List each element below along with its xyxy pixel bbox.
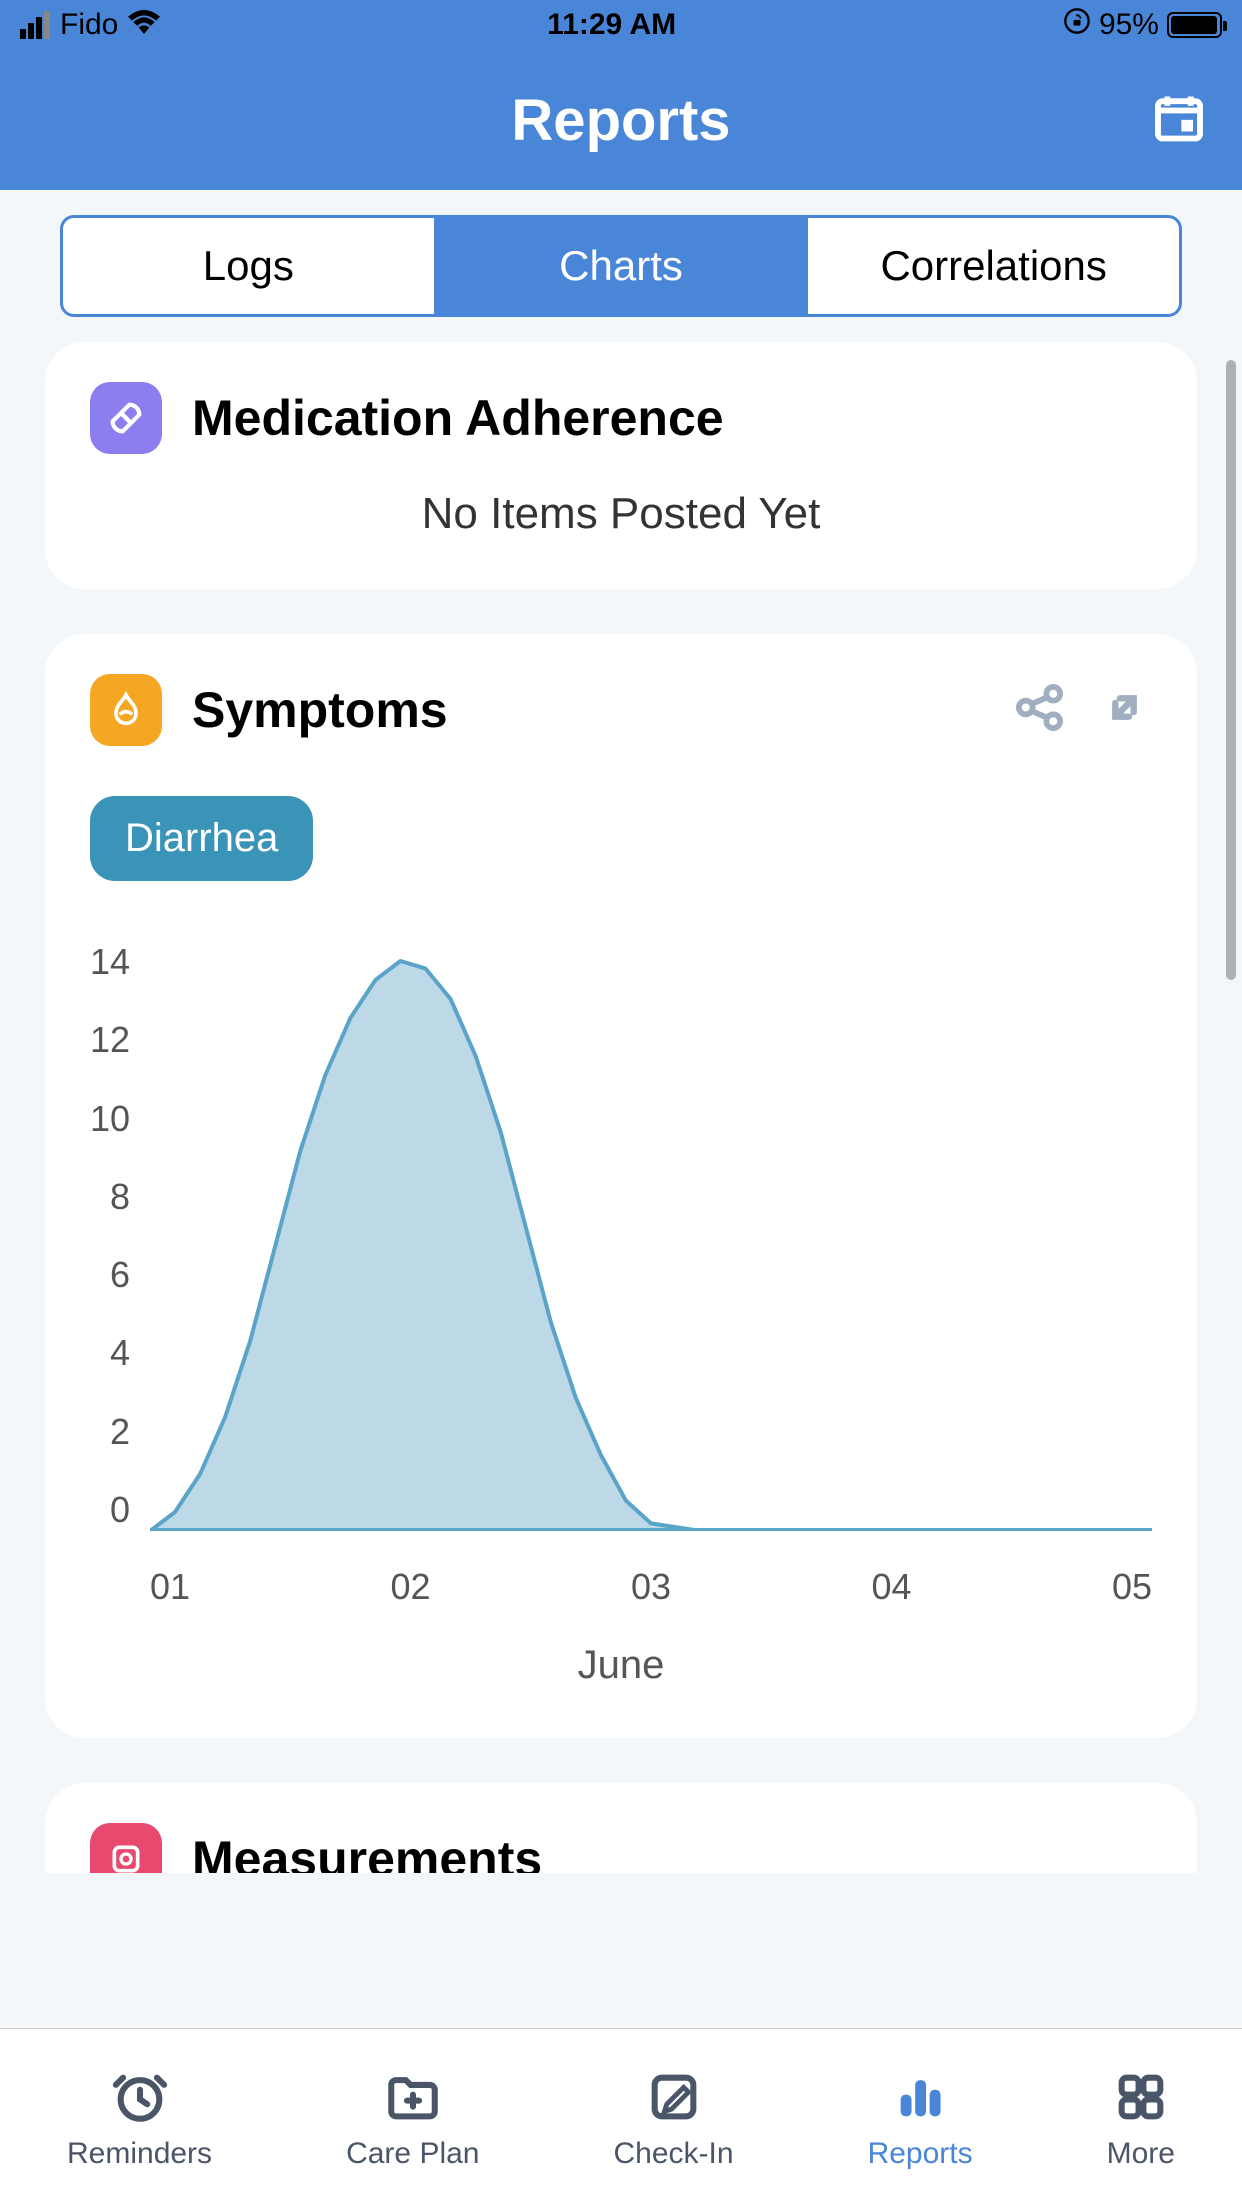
tab-bar: Reminders Care Plan Check-In Reports Mor… bbox=[0, 2028, 1242, 2208]
expand-icon[interactable] bbox=[1097, 680, 1152, 740]
clock-icon bbox=[111, 2067, 169, 2127]
measurement-icon bbox=[90, 1823, 162, 1873]
folder-plus-icon bbox=[384, 2067, 442, 2127]
y-axis: 14 12 10 8 6 4 2 0 bbox=[90, 941, 150, 1531]
battery-icon bbox=[1167, 12, 1222, 38]
tab-reminders[interactable]: Reminders bbox=[67, 2067, 212, 2171]
carrier-label: Fido bbox=[60, 8, 118, 42]
x-axis: 01 02 03 04 05 bbox=[90, 1566, 1152, 1608]
calendar-button[interactable] bbox=[1151, 90, 1207, 151]
scrollbar-indicator[interactable] bbox=[1226, 360, 1236, 980]
card-symptoms: Symptoms Diarrhea 14 12 10 8 6 bbox=[45, 634, 1197, 1738]
signal-icon bbox=[20, 11, 50, 39]
pill-icon bbox=[90, 382, 162, 454]
tab-careplan[interactable]: Care Plan bbox=[346, 2067, 479, 2171]
card-title-measurements: Measurements bbox=[192, 1830, 542, 1873]
segmented-control: Logs Charts Correlations bbox=[60, 215, 1182, 317]
status-bar: Fido 11:29 AM 95% bbox=[0, 0, 1242, 50]
card-title-symptoms: Symptoms bbox=[192, 681, 448, 739]
symptom-icon bbox=[90, 674, 162, 746]
page-header: Reports bbox=[0, 50, 1242, 190]
tab-reports[interactable]: Reports bbox=[868, 2067, 973, 2171]
rotation-lock-icon bbox=[1063, 7, 1091, 43]
tab-correlations[interactable]: Correlations bbox=[806, 218, 1179, 314]
grid-icon bbox=[1112, 2067, 1170, 2127]
plot-area bbox=[150, 941, 1152, 1531]
bars-icon bbox=[891, 2067, 949, 2127]
tab-logs[interactable]: Logs bbox=[63, 218, 434, 314]
share-icon[interactable] bbox=[1012, 680, 1067, 740]
card-medication: Medication Adherence No Items Posted Yet bbox=[45, 342, 1197, 589]
symptoms-chart: 14 12 10 8 6 4 2 0 01 02 03 bbox=[90, 941, 1152, 1688]
tab-more[interactable]: More bbox=[1107, 2067, 1175, 2171]
card-title-medication: Medication Adherence bbox=[192, 389, 724, 447]
clock-label: 11:29 AM bbox=[547, 8, 676, 42]
empty-state-text: No Items Posted Yet bbox=[90, 489, 1152, 539]
tab-charts[interactable]: Charts bbox=[434, 218, 807, 314]
tab-checkin[interactable]: Check-In bbox=[614, 2067, 734, 2171]
card-measurements: Measurements bbox=[45, 1783, 1197, 1873]
page-title: Reports bbox=[511, 87, 730, 154]
chip-diarrhea[interactable]: Diarrhea bbox=[90, 796, 313, 881]
edit-icon bbox=[645, 2067, 703, 2127]
content-scroll[interactable]: Medication Adherence No Items Posted Yet… bbox=[0, 342, 1242, 1873]
wifi-icon bbox=[128, 8, 160, 42]
battery-pct: 95% bbox=[1099, 8, 1159, 42]
battery-fill bbox=[1171, 16, 1217, 34]
x-axis-label: June bbox=[90, 1643, 1152, 1688]
